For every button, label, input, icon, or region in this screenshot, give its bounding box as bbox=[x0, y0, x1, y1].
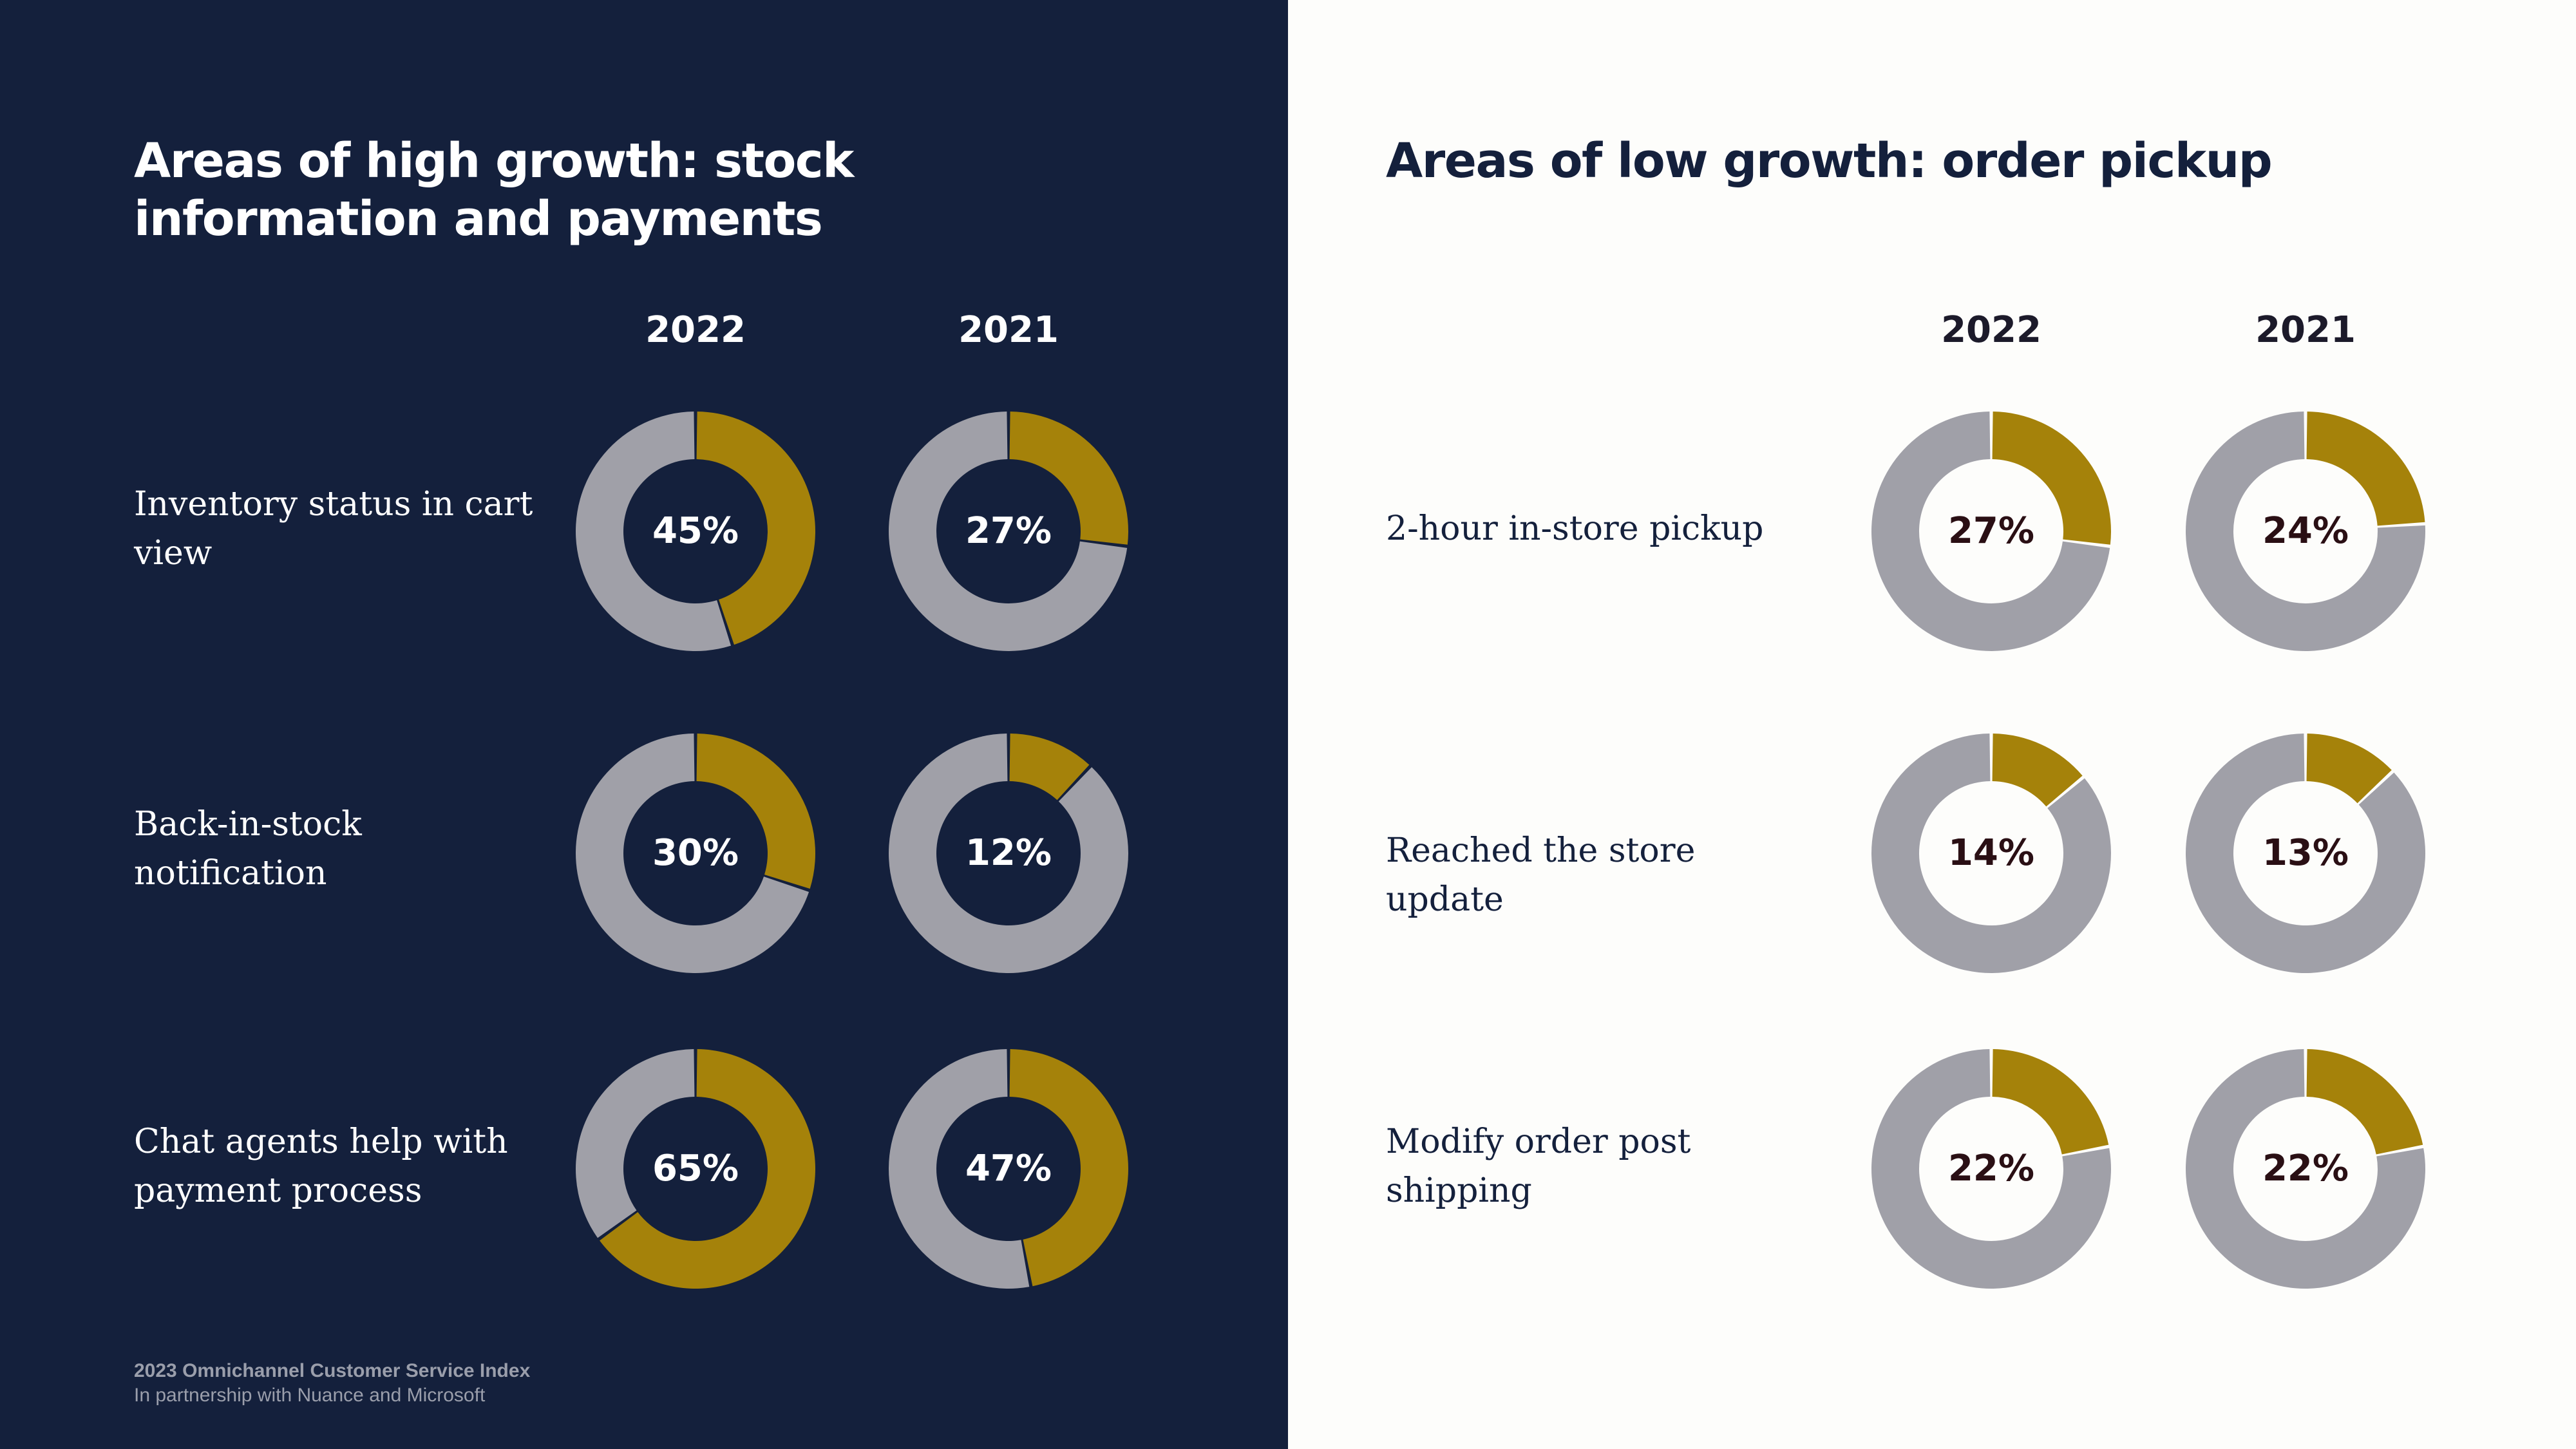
row-label-modify-order: Modify order post shipping bbox=[1386, 1122, 1691, 1210]
footer-partnership: In partnership with Nuance and Microsoft bbox=[134, 1385, 486, 1406]
row-label-chat-agents-payment: Chat agents help with payment process bbox=[134, 1122, 508, 1210]
donut-remainder-slice bbox=[1871, 1049, 2111, 1289]
row-label-2-hour-pickup: 2-hour in-store pickup bbox=[1386, 509, 1764, 548]
donut-back-in-stock-2021: 12% bbox=[886, 731, 1131, 976]
donut-inventory-status-2021: 27% bbox=[886, 409, 1131, 654]
donut-value-slice bbox=[2306, 734, 2392, 804]
donut-remainder-slice bbox=[888, 1049, 1030, 1289]
donut-percent-label: 24% bbox=[2262, 510, 2349, 552]
donut-chat-agents-payment-2021: 47% bbox=[886, 1046, 1131, 1291]
donut-percent-label: 22% bbox=[2262, 1148, 2349, 1189]
donut-ring bbox=[2186, 734, 2425, 973]
donut-reached-store-2021: 13% bbox=[2183, 731, 2428, 976]
donut-modify-order-2022: 22% bbox=[1869, 1046, 2114, 1291]
donut-chat-agents-payment-2022: 65% bbox=[573, 1046, 818, 1291]
low-growth-title: Areas of low growth: order pickup bbox=[1386, 133, 2273, 189]
donut-ring bbox=[889, 734, 1128, 973]
donut-remainder-slice bbox=[2186, 1049, 2425, 1289]
donut-2-hour-pickup-2021: 24% bbox=[2183, 409, 2428, 654]
year-header-2022: 2022 bbox=[1941, 309, 2041, 351]
donut-percent-label: 12% bbox=[965, 832, 1052, 874]
donut-value-slice bbox=[600, 1049, 815, 1289]
donut-ring bbox=[576, 412, 816, 651]
donut-ring bbox=[2186, 412, 2425, 651]
donut-value-slice bbox=[1992, 1049, 2109, 1155]
donut-value-slice bbox=[1009, 1049, 1128, 1287]
donut-ring bbox=[888, 1049, 1128, 1289]
high-growth-panel: Areas of high growth: stock information … bbox=[0, 0, 1288, 1449]
donut-remainder-slice bbox=[576, 1049, 695, 1238]
donut-remainder-slice bbox=[889, 734, 1128, 973]
donut-percent-label: 27% bbox=[965, 510, 1052, 552]
donut-remainder-slice bbox=[1871, 412, 2110, 651]
low-growth-panel: Areas of low growth: order pickup 2022 2… bbox=[1288, 0, 2576, 1449]
donut-percent-label: 22% bbox=[1947, 1148, 2035, 1189]
row-label-inventory-status: Inventory status in cart view bbox=[134, 485, 533, 573]
donut-ring bbox=[2186, 1049, 2425, 1289]
donut-remainder-slice bbox=[889, 412, 1128, 651]
donut-percent-label: 27% bbox=[1947, 510, 2035, 552]
donut-value-slice bbox=[1009, 412, 1128, 545]
donut-percent-label: 45% bbox=[652, 510, 739, 552]
row-label-back-in-stock: Back-in-stock notification bbox=[134, 805, 362, 893]
year-header-2021: 2021 bbox=[2255, 309, 2356, 351]
donut-value-slice bbox=[2306, 1049, 2423, 1155]
year-header-2021: 2021 bbox=[958, 309, 1059, 351]
donut-ring bbox=[1871, 412, 2111, 651]
donut-remainder-slice bbox=[576, 412, 731, 651]
donut-percent-label: 30% bbox=[652, 832, 739, 874]
donut-back-in-stock-2022: 30% bbox=[573, 731, 818, 976]
donut-inventory-status-2022: 45% bbox=[573, 409, 818, 654]
donut-value-slice bbox=[696, 412, 816, 645]
donut-value-slice bbox=[1009, 734, 1090, 800]
donut-remainder-slice bbox=[2186, 412, 2425, 651]
donut-reached-store-2022: 14% bbox=[1869, 731, 2114, 976]
donut-2-hour-pickup-2022: 27% bbox=[1869, 409, 2114, 654]
donut-value-slice bbox=[696, 734, 815, 889]
donut-value-slice bbox=[2306, 412, 2425, 526]
donut-ring bbox=[576, 1049, 815, 1289]
donut-value-slice bbox=[1992, 412, 2111, 545]
donut-ring bbox=[889, 412, 1128, 651]
donut-remainder-slice bbox=[2186, 734, 2425, 973]
donut-remainder-slice bbox=[576, 734, 810, 973]
year-header-2022: 2022 bbox=[645, 309, 746, 351]
donut-ring bbox=[576, 734, 815, 973]
donut-percent-label: 14% bbox=[1947, 832, 2035, 874]
donut-ring bbox=[1871, 1049, 2111, 1289]
donut-percent-label: 13% bbox=[2262, 832, 2349, 874]
donut-value-slice bbox=[1992, 734, 2083, 807]
footer-report-title: 2023 Omnichannel Customer Service Index bbox=[134, 1360, 531, 1381]
donut-percent-label: 65% bbox=[652, 1148, 739, 1189]
donut-percent-label: 47% bbox=[965, 1148, 1052, 1189]
donut-remainder-slice bbox=[1871, 734, 2111, 973]
high-growth-title: Areas of high growth: stock information … bbox=[134, 133, 854, 247]
donut-ring bbox=[1871, 734, 2111, 973]
donut-modify-order-2021: 22% bbox=[2183, 1046, 2428, 1291]
row-label-reached-store: Reached the store update bbox=[1386, 831, 1696, 919]
